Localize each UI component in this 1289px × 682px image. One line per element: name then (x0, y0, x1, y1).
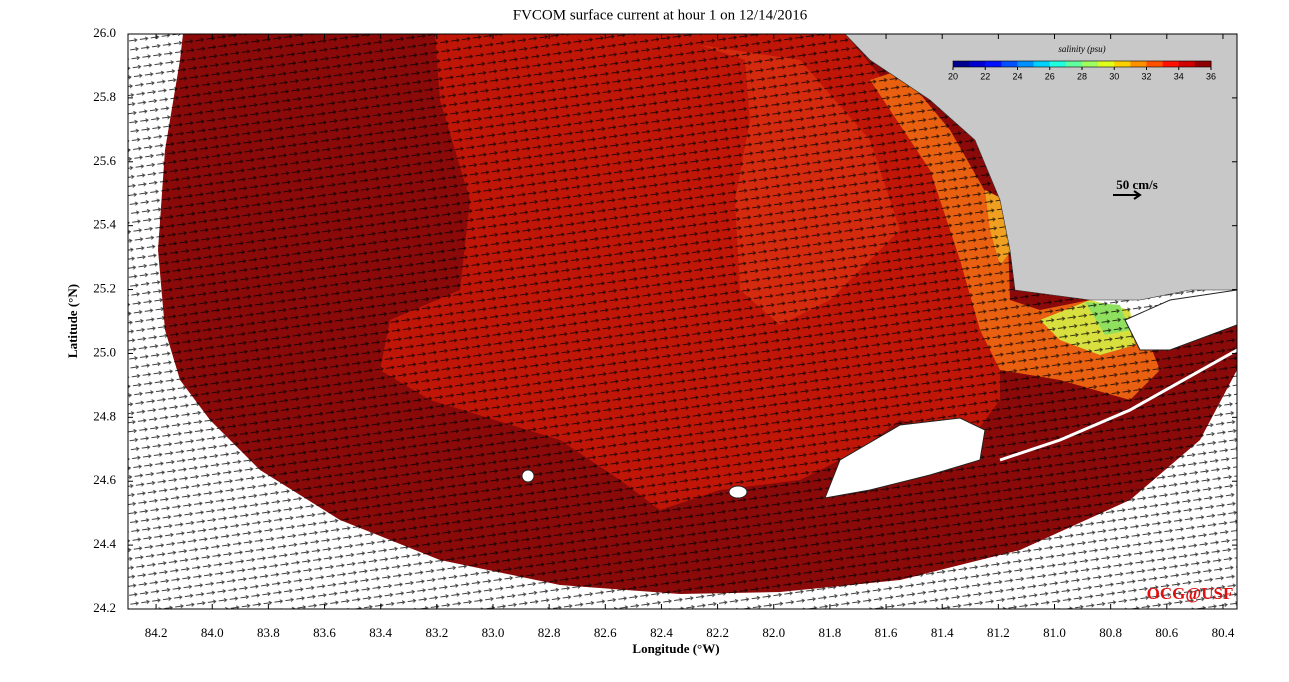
y-axis-label: Latitude (°N) (65, 284, 80, 358)
colorbar-segment (1001, 61, 1018, 67)
map-layers (128, 34, 1237, 609)
title: FVCOM surface current at hour 1 on 12/14… (513, 7, 808, 23)
island (824, 417, 986, 499)
y-tick-label: 25.2 (93, 281, 116, 296)
colorbar-label: salinity (psu) (1058, 44, 1105, 54)
y-tick-label: 25.6 (93, 153, 116, 168)
x-tick-label: 82.4 (650, 625, 673, 640)
colorbar-segment (1194, 61, 1212, 67)
x-tick-label: 81.0 (1043, 625, 1066, 640)
x-tick-label: 82.2 (706, 625, 729, 640)
colorbar-tick-label: 36 (1206, 71, 1216, 81)
x-tick-label: 80.4 (1212, 625, 1235, 640)
y-tick-label: 24.4 (93, 536, 116, 551)
colorbar-segment (1017, 61, 1035, 67)
y-tick-label: 24.8 (93, 408, 116, 423)
x-tick-label: 84.2 (145, 625, 168, 640)
x-tick-label: 80.6 (1155, 625, 1178, 640)
x-tick-label: 83.2 (425, 625, 448, 640)
x-tick-label: 81.6 (875, 625, 898, 640)
x-tick-label: 82.8 (538, 625, 561, 640)
y-tick-label: 24.2 (93, 600, 116, 615)
x-tick-label: 81.2 (987, 625, 1010, 640)
y-tick-label: 24.6 (93, 472, 116, 487)
colorbar-tick-label: 20 (948, 71, 958, 81)
keys (999, 348, 1237, 462)
colorbar-segment (1178, 61, 1196, 67)
colorbar-segment (1146, 61, 1164, 67)
colorbar-tick-label: 24 (1012, 71, 1022, 81)
y-tick-label: 25.4 (93, 217, 116, 232)
colorbar-segment (1098, 61, 1115, 67)
colorbar-segment (1065, 61, 1083, 67)
y-tick-label: 26.0 (93, 25, 116, 40)
colorbar-tick-label: 32 (1141, 71, 1151, 81)
colorbar-segment (953, 61, 970, 67)
x-tick-label: 83.0 (482, 625, 505, 640)
colorbar-tick-label: 34 (1174, 71, 1184, 81)
scale-arrow (1113, 190, 1142, 200)
y-tick-label: 25.8 (93, 89, 116, 104)
plot-frame (127, 33, 1238, 610)
colorbar-segment (969, 61, 986, 67)
x-tick-label: 83.8 (257, 625, 280, 640)
x-tick-label: 80.8 (1099, 625, 1122, 640)
credit: OCG@USF (1147, 584, 1234, 603)
colorbar-segment (1049, 61, 1067, 67)
x-tick-label: 82.6 (594, 625, 617, 640)
land (844, 34, 1237, 301)
x-axis-label: Longitude (°W) (632, 641, 719, 656)
colorbar-segment (1130, 61, 1147, 67)
x-tick-label: 83.4 (369, 625, 392, 640)
colorbar-tick-label: 28 (1077, 71, 1087, 81)
island (728, 485, 748, 499)
colorbar-tick-label: 26 (1045, 71, 1055, 81)
x-tick-label: 82.0 (762, 625, 785, 640)
colorbar-segment (1162, 61, 1180, 67)
x-tick-label: 84.0 (201, 625, 224, 640)
colorbar-tick-label: 22 (980, 71, 990, 81)
scale-label: 50 cm/s (1116, 177, 1158, 192)
colorbar-segment (985, 61, 1002, 67)
y-tick-label: 25.0 (93, 344, 116, 359)
island (521, 469, 535, 483)
x-tick-label: 81.4 (931, 625, 954, 640)
x-tick-label: 81.8 (819, 625, 842, 640)
island (1124, 289, 1237, 351)
colorbar-segment (1033, 61, 1051, 67)
colorbar-segment (1114, 61, 1131, 67)
x-tick-label: 83.6 (313, 625, 336, 640)
colorbar-segment (1082, 61, 1099, 67)
colorbar-tick-label: 30 (1109, 71, 1119, 81)
